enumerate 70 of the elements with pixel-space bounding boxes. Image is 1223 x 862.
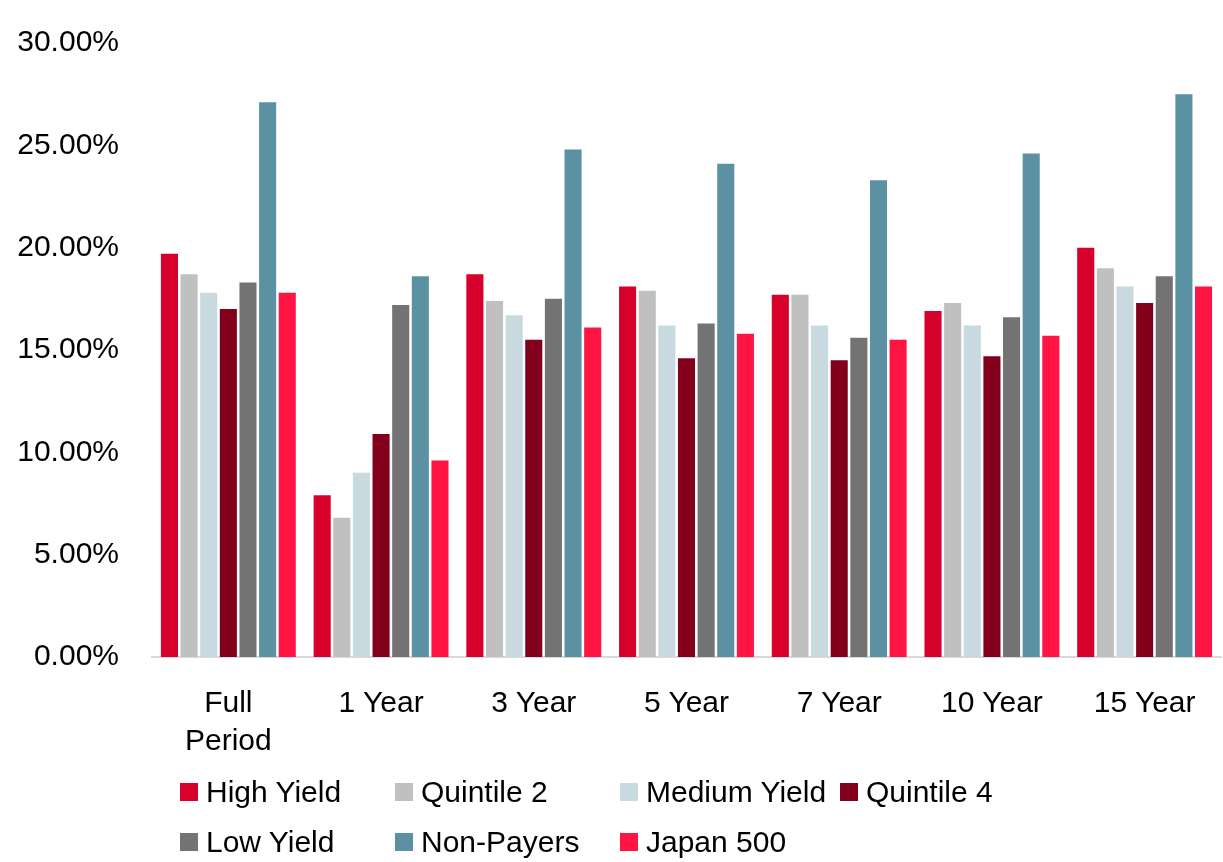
bar bbox=[889, 339, 907, 657]
bar bbox=[313, 495, 331, 657]
bar bbox=[869, 180, 888, 657]
bar bbox=[924, 311, 942, 657]
bar bbox=[1195, 286, 1213, 657]
bar bbox=[584, 327, 602, 657]
bar bbox=[352, 472, 370, 657]
y-tick-label: 30.00% bbox=[17, 24, 119, 58]
bar bbox=[619, 286, 637, 657]
bar bbox=[485, 300, 504, 657]
bar bbox=[219, 309, 237, 657]
y-tick-label: 0.00% bbox=[33, 638, 119, 672]
bar bbox=[1022, 153, 1040, 657]
bar bbox=[392, 304, 410, 657]
bar bbox=[736, 333, 754, 657]
bar bbox=[1116, 286, 1134, 657]
bar bbox=[944, 302, 962, 657]
legend-label: High Yield bbox=[206, 775, 342, 809]
legend-label: Quintile 4 bbox=[866, 775, 993, 809]
bar bbox=[505, 315, 523, 657]
bar bbox=[983, 356, 1001, 657]
y-tick-label: 10.00% bbox=[17, 433, 119, 467]
bar bbox=[1155, 276, 1173, 657]
x-tick-label: 1 Year bbox=[338, 685, 424, 719]
bar bbox=[1003, 317, 1021, 657]
y-tick-label: 5.00% bbox=[33, 535, 119, 569]
y-tick-label: 15.00% bbox=[17, 331, 119, 365]
bar bbox=[180, 274, 198, 657]
x-tick-label: 10 Year bbox=[941, 685, 1043, 719]
bar bbox=[1042, 335, 1060, 657]
bar bbox=[431, 460, 449, 657]
bar bbox=[963, 325, 981, 657]
y-tick-label: 25.00% bbox=[17, 126, 119, 160]
bar bbox=[638, 290, 656, 657]
bar bbox=[717, 163, 735, 657]
bar bbox=[811, 325, 829, 657]
bar bbox=[697, 323, 715, 657]
bar bbox=[525, 339, 543, 657]
x-tick-label: Full Period bbox=[185, 685, 272, 757]
x-tick-label: 15 Year bbox=[1093, 685, 1196, 719]
bar bbox=[544, 298, 562, 657]
bar bbox=[200, 292, 218, 657]
x-tick-label: 5 Year bbox=[643, 685, 730, 719]
bar bbox=[160, 253, 178, 657]
bar bbox=[239, 282, 257, 657]
bar bbox=[372, 433, 390, 657]
bar bbox=[278, 292, 296, 657]
legend-label: Medium Yield bbox=[646, 775, 827, 809]
legend-label: Japan 500 bbox=[646, 825, 787, 859]
bar bbox=[564, 149, 582, 657]
bar bbox=[658, 325, 676, 657]
bar bbox=[1077, 247, 1095, 657]
bar bbox=[771, 294, 789, 657]
bar bbox=[791, 294, 809, 657]
bar bbox=[411, 276, 429, 657]
y-tick-label: 20.00% bbox=[17, 228, 119, 262]
bar bbox=[677, 358, 696, 657]
bar bbox=[830, 360, 848, 657]
bar bbox=[1096, 268, 1114, 657]
legend-label: Non-Payers bbox=[421, 825, 580, 859]
bar bbox=[259, 102, 277, 657]
bar bbox=[1175, 94, 1193, 657]
bar bbox=[1136, 302, 1154, 657]
bar bbox=[466, 274, 484, 657]
bar bbox=[850, 337, 868, 657]
x-tick-label: 3 Year bbox=[491, 685, 577, 719]
bar bbox=[333, 517, 351, 657]
legend-label: Quintile 2 bbox=[421, 775, 548, 809]
legend-label: Low Yield bbox=[206, 825, 335, 859]
x-tick-label: 7 Year bbox=[796, 685, 882, 719]
